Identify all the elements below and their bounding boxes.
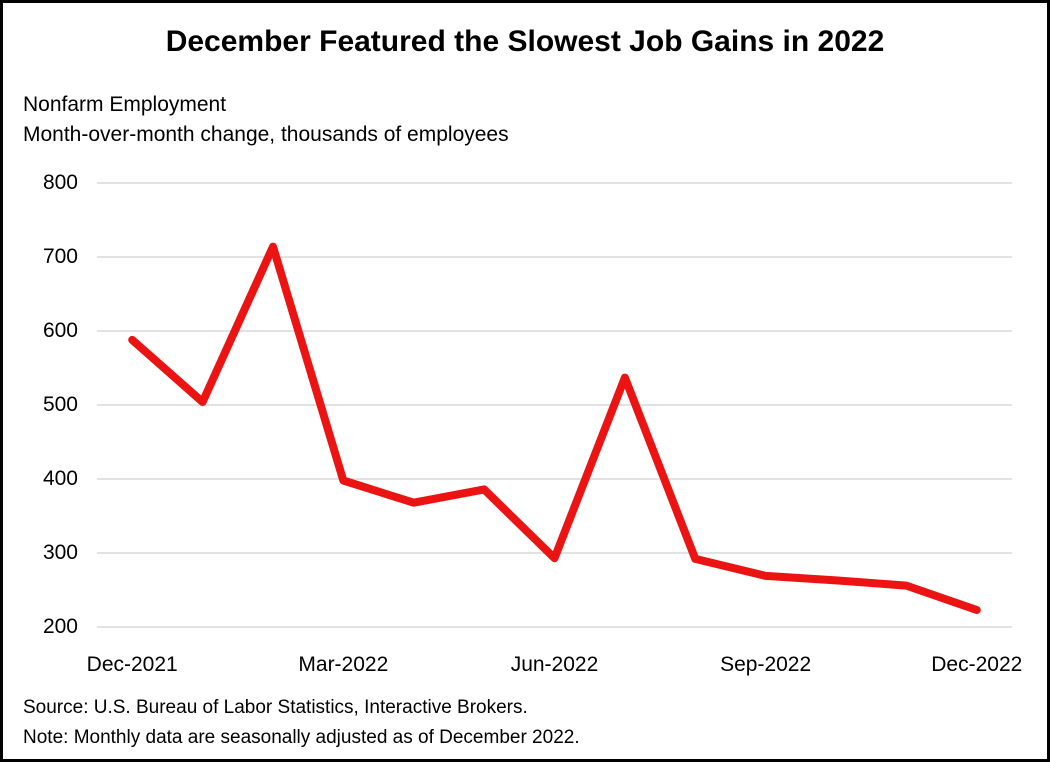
source-note: Source: U.S. Bureau of Labor Statistics,… [23,697,528,718]
chart-subtitle-line1: Nonfarm Employment [23,93,227,116]
y-axis-tick-label-700: 700 [42,245,78,268]
y-axis-tick-label-400: 400 [42,467,78,490]
employment-line-series [128,242,981,614]
chart-title: December Featured the Slowest Job Gains … [165,25,885,58]
y-axis-tick-label-200: 200 [42,615,78,638]
y-axis-tick-label-500: 500 [42,393,78,416]
x-axis-tick-label-Sep-2022: Sep-2022 [720,653,812,676]
y-axis-tick-label-300: 300 [42,541,78,564]
x-axis-tick-label-Jun-2022: Jun-2022 [510,653,599,676]
y-axis-tick-label-600: 600 [42,319,78,342]
x-axis-tick-label-Mar-2022: Mar-2022 [298,653,389,676]
x-axis-tick-label-Dec-2021: Dec-2021 [86,653,178,676]
chart-subtitle-line2: Month-over-month change, thousands of em… [23,123,509,146]
y-axis-tick-label-800: 800 [42,171,78,194]
x-axis-tick-label-Dec-2022: Dec-2022 [931,653,1023,676]
adjustment-note: Note: Monthly data are seasonally adjust… [23,727,580,748]
plot-area [97,182,1012,628]
